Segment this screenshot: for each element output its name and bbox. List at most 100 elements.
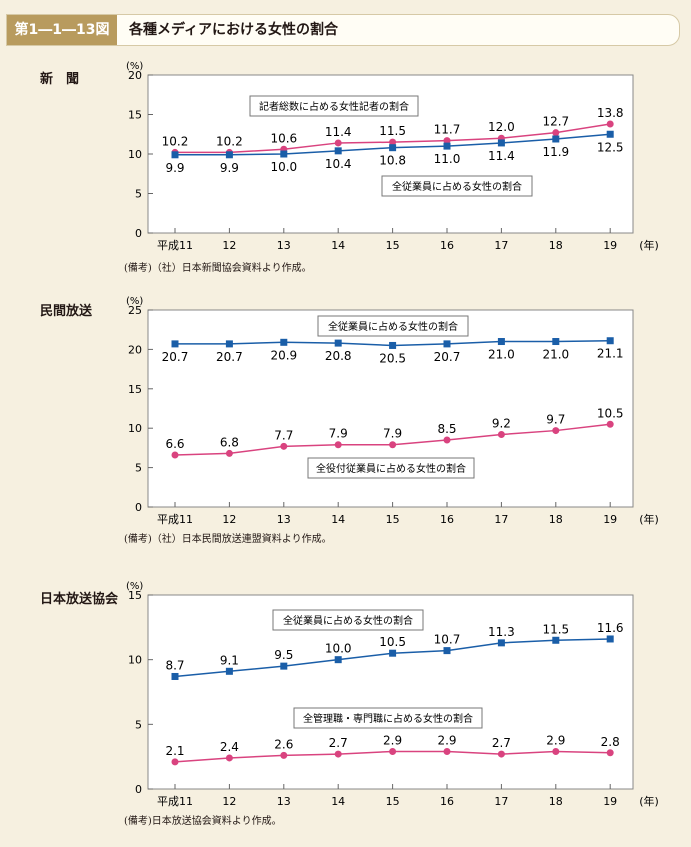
x-tick-label: 17 [494,239,508,252]
data-point [606,749,614,757]
data-point [389,341,397,349]
data-label: 20.5 [379,351,406,365]
data-point [606,337,614,345]
data-point [443,142,451,150]
x-tick-label: 15 [386,239,400,252]
data-label: 2.9 [546,733,565,747]
y-unit-label: (%) [126,61,143,72]
x-tick-label: 16 [440,795,454,808]
data-point [606,420,614,428]
data-label: 2.9 [437,733,456,747]
x-tick-label: 18 [549,513,563,526]
x-tick-label: 15 [386,795,400,808]
data-point [334,441,342,449]
x-unit-label: (年) [639,238,659,252]
data-point [171,340,179,348]
data-label: 2.9 [383,733,402,747]
data-label: 11.0 [434,152,461,166]
y-tick-label: 5 [135,462,142,475]
data-label: 9.1 [220,653,239,667]
data-point [225,151,233,159]
data-label: 2.1 [165,744,184,758]
y-unit-label: (%) [126,296,143,307]
data-point [171,758,179,766]
data-point [389,649,397,657]
data-label: 20.8 [325,349,352,363]
data-label: 2.8 [601,735,620,749]
data-point [389,144,397,152]
y-tick-label: 10 [128,422,142,435]
data-point [552,747,560,755]
chart-0: 0 5 10 15 20(%) 平成11 12 13 14 15 16 17 18 19 (年) 10.2 10… [126,61,659,252]
data-label: 2.7 [329,736,348,750]
x-tick-label: 19 [603,239,617,252]
x-tick-label: 平成11 [157,239,193,252]
data-point [334,339,342,347]
data-point [280,442,288,450]
data-label: 20.7 [434,350,461,364]
x-unit-label: (年) [639,512,659,526]
y-tick-label: 10 [128,148,142,161]
legend-label: 記者総数に占める女性記者の割合 [259,100,409,113]
data-label: 6.8 [220,435,239,449]
data-label: 2.7 [492,736,511,750]
data-label: 12.0 [488,120,515,134]
data-label: 9.5 [274,648,293,662]
data-point [389,441,397,449]
x-tick-label: 12 [222,239,236,252]
data-point [334,656,342,664]
y-tick-label: 5 [135,718,142,731]
y-unit-label: (%) [126,581,143,592]
data-label: 9.9 [220,161,239,175]
data-label: 11.4 [488,149,515,163]
data-point [497,639,505,647]
data-label: 21.0 [542,348,569,362]
note-newspaper: (備考)（社）日本新聞協会資料より作成。 [124,263,312,274]
figure-title: 各種メディアにおける女性の割合 [129,22,339,38]
data-label: 7.7 [274,428,293,442]
data-point [389,747,397,755]
x-tick-label: 13 [277,239,291,252]
data-point [171,451,179,459]
data-point [280,751,288,759]
section-label-nhk: 日本放送協会 [40,592,119,607]
data-label: 10.6 [270,131,297,145]
legend-label: 全管理職・専門職に占める女性の割合 [303,712,473,725]
data-point [225,449,233,457]
x-tick-label: 14 [331,795,345,808]
data-label: 10.5 [597,406,624,420]
data-point [497,750,505,758]
y-tick-label: 10 [128,654,142,667]
x-tick-label: 19 [603,795,617,808]
x-tick-label: 13 [277,795,291,808]
data-label: 12.5 [597,140,624,154]
data-point [280,662,288,670]
x-tick-label: 17 [494,513,508,526]
note-nhk: (備考)日本放送協会資料より作成。 [124,816,282,827]
data-point [225,754,233,762]
x-tick-label: 16 [440,513,454,526]
data-label: 21.1 [597,347,624,361]
data-label: 8.5 [437,422,456,436]
legend-box [317,315,469,337]
data-point [443,436,451,444]
section-label-commercial-broadcast: 民間放送 [40,304,93,319]
data-label: 10.5 [379,635,406,649]
data-point [443,137,451,145]
y-tick-label: 0 [135,783,142,796]
legend-box [307,457,475,479]
y-tick-label: 20 [128,343,142,356]
y-tick-label: 5 [135,188,142,201]
data-label: 8.7 [165,658,184,672]
data-label: 10.7 [434,633,461,647]
data-point [443,647,451,655]
legend-box [272,609,424,631]
legend-label: 全役付従業員に占める女性の割合 [316,462,466,475]
data-label: 20.9 [270,348,297,362]
data-label: 9.2 [492,417,511,431]
y-tick-label: 15 [128,589,142,602]
data-label: 10.2 [216,134,243,148]
y-tick-label: 0 [135,227,142,240]
data-point [497,431,505,439]
x-tick-label: 13 [277,513,291,526]
